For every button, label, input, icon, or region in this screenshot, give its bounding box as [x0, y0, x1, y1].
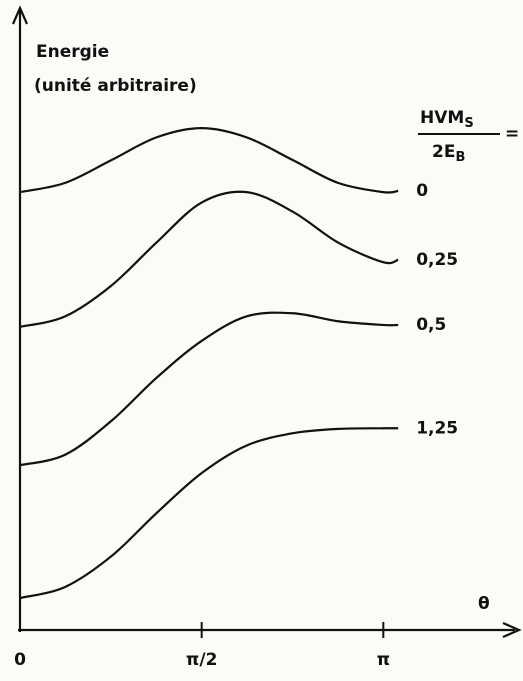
series-label: 0,25 [416, 250, 458, 270]
legend-title-part: B [455, 150, 465, 165]
x-axis-arrow [502, 621, 522, 639]
legend-title-part: 2E [432, 142, 455, 162]
legend-title-part: S [464, 116, 473, 131]
legend-title-denominator: 2EB [432, 142, 465, 165]
series-label: 1,25 [416, 418, 458, 438]
curve [19, 427, 399, 600]
x-tick-label: π/2 [186, 650, 218, 670]
series-label: 0,5 [416, 315, 446, 335]
x-tick-label: π [377, 650, 390, 670]
y-axis-label: Energie [36, 42, 109, 62]
y-axis-label: (unité arbitraire) [34, 76, 197, 96]
curve [19, 127, 399, 194]
legend-title-numerator: HVMS [420, 108, 474, 131]
legend-title-suffix: = [505, 124, 519, 144]
legend-title-part: HVM [420, 108, 464, 128]
series-label: 0 [416, 181, 428, 201]
y-axis-arrow [11, 5, 29, 25]
x-tick-label: 0 [14, 650, 26, 670]
curve [19, 190, 399, 328]
x-axis-label: θ [478, 594, 490, 614]
curve [19, 311, 399, 467]
